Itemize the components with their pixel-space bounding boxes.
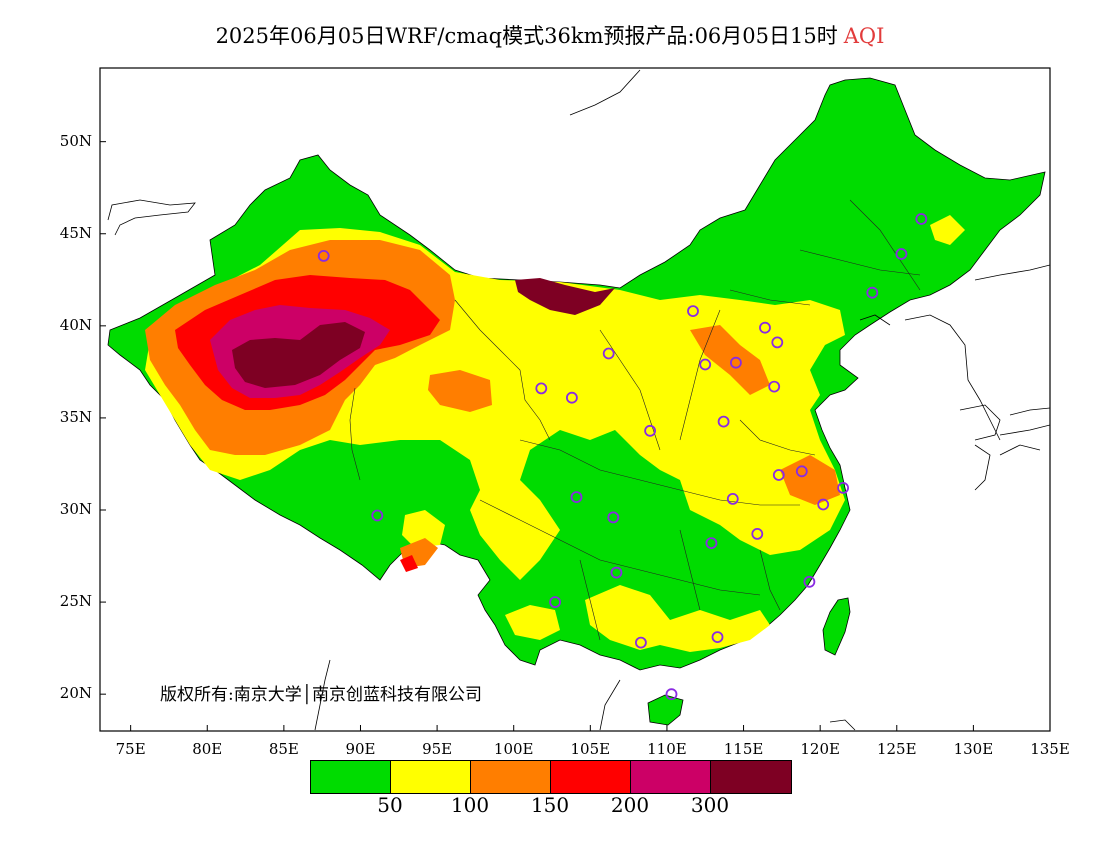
station-marker [771, 336, 784, 349]
lat-label: 20N [59, 684, 92, 703]
station-marker [817, 498, 830, 511]
city-stations [317, 213, 928, 701]
colorbar-swatch [551, 761, 631, 793]
station-marker [717, 415, 730, 428]
region-yellow-tibet [402, 510, 445, 548]
lon-label: 95E [422, 740, 453, 758]
station-marker [915, 213, 928, 225]
region-orange-shanxi [690, 325, 770, 395]
lon-label: 105E [570, 740, 611, 758]
station-marker [768, 380, 781, 393]
map-frame [99, 67, 1051, 732]
lon-label: 135E [1030, 740, 1070, 758]
colorbar-swatch [391, 761, 471, 793]
lon-label: 125E [876, 740, 917, 758]
region-orange-anhui [780, 455, 840, 505]
region-darkred-gobi [515, 278, 615, 315]
lat-label: 35N [59, 407, 92, 426]
region-taiwan [822, 597, 851, 656]
copyright-text: 版权所有:南京大学│南京创蓝科技有限公司 [160, 685, 482, 705]
station-marker [635, 636, 647, 649]
station-marker [705, 537, 718, 549]
lat-label: 50N [59, 131, 92, 150]
title-product: AQI [843, 24, 885, 48]
station-marker [837, 481, 849, 494]
station-marker [726, 492, 739, 505]
station-marker [549, 596, 561, 608]
colorbar-label: 200 [610, 793, 650, 817]
region-yellow-sw [505, 605, 560, 640]
station-marker [795, 465, 808, 478]
station-marker [602, 347, 615, 360]
station-marker [317, 249, 330, 262]
station-marker [772, 469, 785, 481]
colorbar-swatch [711, 761, 791, 793]
station-marker [759, 321, 771, 334]
colorbar-swatch [311, 761, 391, 793]
colorbar-swatch [631, 761, 711, 793]
lat-label: 30N [59, 500, 92, 518]
station-marker [566, 391, 578, 404]
lon-label: 130E [953, 740, 994, 758]
station-marker [371, 509, 384, 522]
station-marker [699, 358, 712, 371]
lon-label: 100E [493, 740, 534, 758]
lon-label: 110E [647, 740, 687, 758]
region-orange-qinghai [428, 370, 492, 412]
station-marker [610, 566, 623, 579]
region-yellow-ne [930, 215, 965, 245]
lat-label: 45N [59, 223, 92, 242]
region-yellow-se [585, 585, 770, 652]
region-red-xizang [400, 555, 418, 572]
station-marker [665, 688, 678, 701]
region-darkred-xinjiang [232, 322, 365, 388]
colorbar-label: 300 [690, 793, 730, 817]
station-marker [644, 424, 656, 437]
station-marker [711, 631, 724, 643]
colorbar-label: 150 [530, 793, 570, 817]
station-marker [803, 575, 816, 588]
lon-label: 120E [800, 740, 840, 758]
station-marker [607, 511, 620, 524]
station-marker [535, 382, 548, 395]
lon-label: 85E [268, 740, 299, 758]
station-marker [751, 528, 764, 540]
aqi-colorbar [310, 760, 792, 794]
lon-label: 90E [345, 740, 376, 758]
title-main: 2025年06月05日WRF/cmaq模式36km预报产品:06月05日15时 [215, 24, 838, 48]
region-hainan [647, 694, 684, 726]
station-marker [895, 248, 908, 260]
neighbor-outlines [107, 69, 1050, 731]
lon-label: 80E [192, 740, 223, 758]
station-marker [730, 356, 742, 369]
map-title: 2025年06月05日WRF/cmaq模式36km预报产品:06月05日15时 A… [0, 20, 1100, 50]
lat-label: 25N [59, 592, 92, 611]
colorbar-label: 50 [377, 793, 403, 817]
station-marker [687, 305, 699, 318]
lat-label: 40N [59, 315, 92, 334]
station-marker [570, 491, 583, 504]
lon-label: 115E [723, 740, 764, 758]
station-marker [866, 286, 879, 299]
colorbar-label: 100 [450, 793, 490, 817]
lon-label: 75E [115, 740, 146, 758]
colorbar-swatch [471, 761, 551, 793]
